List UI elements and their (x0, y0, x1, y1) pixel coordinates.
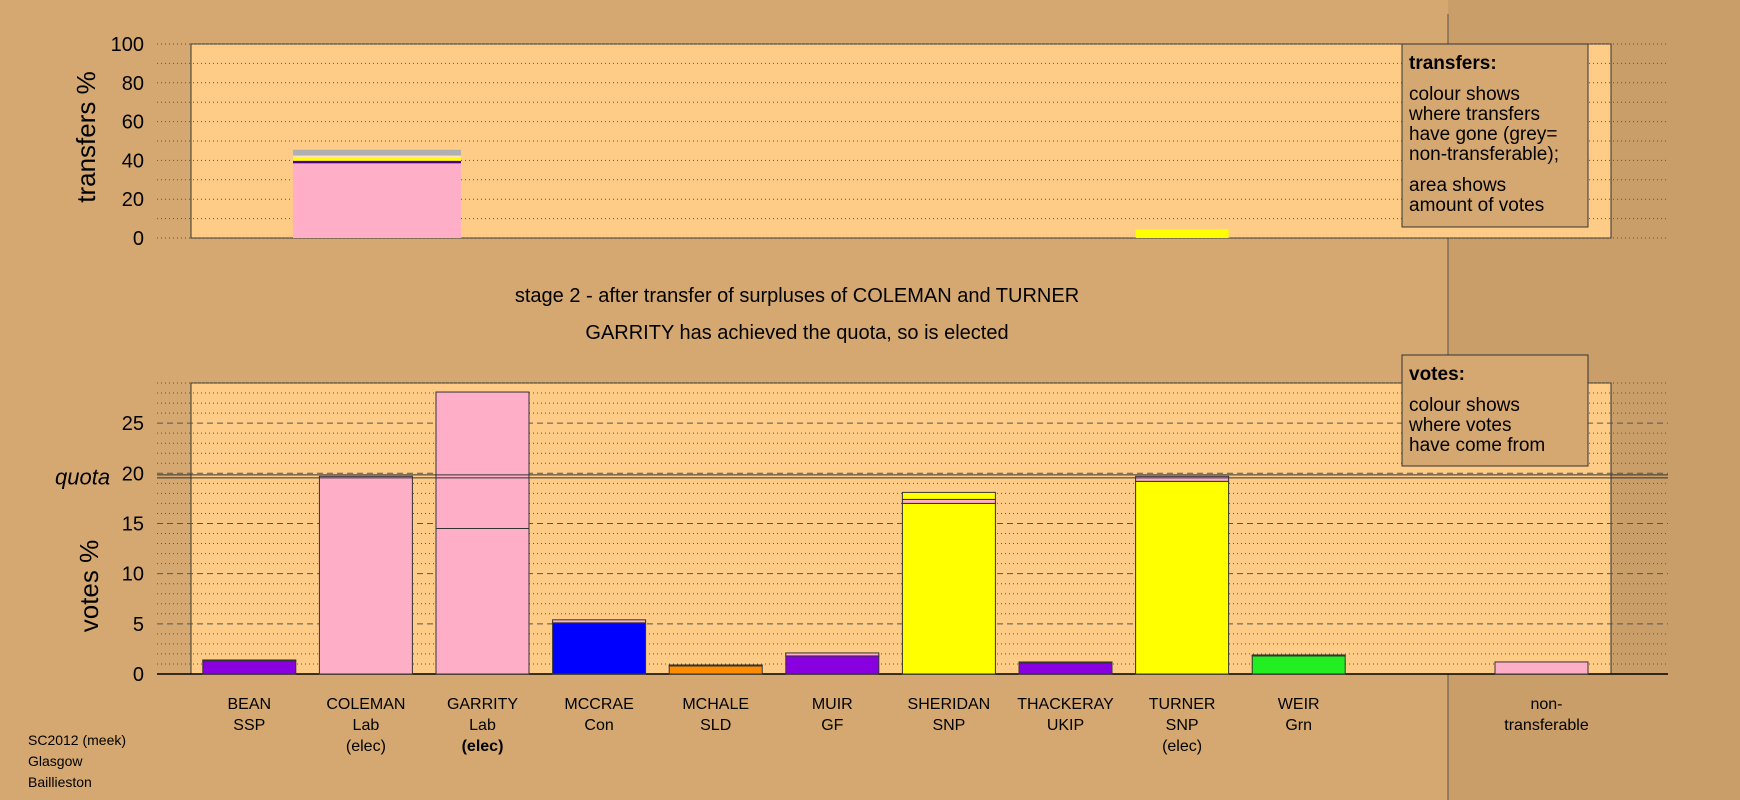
candidate-label: WEIR (1278, 696, 1320, 713)
candidate-label: GF (821, 717, 843, 734)
candidate-label: Lab (353, 717, 380, 734)
transfers-y-axis-label: transfers % (71, 71, 101, 203)
candidate-label: non- (1530, 696, 1562, 713)
candidate-label: MUIR (812, 696, 853, 713)
candidate-label: MCHALE (682, 696, 749, 713)
transfers-y-ticks: 0 20 40 60 80 100 (111, 34, 144, 250)
vote-bar-segment (785, 655, 880, 675)
votes-legend-line: where votes (1408, 415, 1511, 436)
vote-bar-segment (668, 664, 763, 667)
y-tick-label: 10 (122, 564, 144, 586)
candidate-label: SHERIDAN (908, 696, 991, 713)
vote-bar-segment (1018, 661, 1113, 664)
y-tick-label: 20 (122, 463, 144, 485)
footer-line: SC2012 (meek) (28, 732, 126, 748)
stage-subtitle: GARRITY has achieved the quota, so is el… (585, 322, 1008, 344)
candidate-label: TURNER (1149, 696, 1216, 713)
candidate-label: Con (584, 717, 613, 734)
candidate-label: Grn (1285, 717, 1312, 734)
transfers-legend-line: colour shows (1409, 84, 1520, 105)
stage-title: stage 2 - after transfer of surpluses of… (515, 285, 1079, 307)
vote-bar-segment (552, 619, 647, 624)
candidate-label: SNP (1166, 717, 1199, 734)
y-tick-label: 20 (122, 189, 144, 211)
y-tick-label: 0 (133, 228, 144, 250)
votes-y-axis-label: votes % (74, 540, 104, 633)
quota-line (157, 474, 1668, 479)
y-tick-label: 5 (133, 614, 144, 636)
votes-bars (202, 391, 1589, 675)
votes-y-ticks: 0 5 10 15 20 25 (122, 413, 144, 686)
candidate-label: BEAN (228, 696, 272, 713)
candidate-label: GARRITY (447, 696, 518, 713)
vote-bar-segment (1018, 662, 1113, 675)
transfer-bar-segment (293, 158, 461, 161)
vote-bar-segment (901, 498, 996, 504)
transfer-bar-segment (293, 160, 461, 164)
transfers-legend-line: where transfers (1408, 104, 1540, 125)
footer-line: Baillieston (28, 774, 92, 790)
footer-line: Glasgow (28, 753, 83, 769)
y-tick-label: 60 (122, 112, 144, 134)
y-tick-label: 40 (122, 150, 144, 172)
vote-bar-segment (901, 491, 996, 500)
votes-legend-heading: votes: (1409, 364, 1465, 385)
candidate-label: COLEMAN (326, 696, 405, 713)
transfer-bar-segment (1135, 229, 1229, 238)
y-tick-label: 15 (122, 513, 144, 535)
candidate-label: THACKERAY (1017, 696, 1114, 713)
vote-bar-segment (1251, 654, 1346, 657)
vote-bar-segment (318, 475, 413, 675)
candidate-labels: BEAN SSP COLEMAN Lab (elec) GARRITY Lab (elec) M… (228, 696, 1589, 755)
y-tick-label: 0 (133, 664, 144, 686)
y-tick-label: 25 (122, 413, 144, 435)
quota-label: quota (55, 464, 110, 489)
vote-bar-segment (668, 665, 763, 675)
vote-bar-segment (1494, 661, 1589, 675)
transfer-bar-segment (293, 149, 461, 156)
y-tick-label: 100 (111, 34, 144, 56)
candidate-label: (elec) (462, 738, 504, 755)
votes-legend (1401, 354, 1589, 467)
vote-bar-segment (552, 622, 647, 675)
transfers-legend (1401, 43, 1589, 228)
transfer-bar-segment (293, 155, 461, 159)
vote-bar-segment (1251, 655, 1346, 675)
votes-legend-line: colour shows (1409, 395, 1520, 416)
candidate-label: SLD (700, 717, 731, 734)
transfer-bar-segment (293, 163, 461, 238)
vote-bar-segment (1135, 475, 1230, 482)
vote-bar-segment (901, 502, 996, 675)
candidate-label: (elec) (1162, 738, 1202, 755)
candidate-label: Lab (469, 717, 496, 734)
candidate-label: MCCRAE (564, 696, 633, 713)
votes-plot-area (190, 382, 1612, 675)
transfers-bars (293, 149, 1229, 238)
transfers-legend-heading: transfers: (1409, 53, 1497, 74)
vote-bar-segment (435, 528, 530, 675)
candidate-label: UKIP (1047, 717, 1084, 734)
vote-bar-segment (202, 659, 297, 662)
candidate-label: (elec) (346, 738, 386, 755)
candidate-label: SNP (932, 717, 965, 734)
candidate-label: SSP (233, 717, 265, 734)
votes-legend-line: have come from (1409, 435, 1545, 456)
transfers-legend-line: amount of votes (1409, 195, 1544, 216)
vote-bar-segment (785, 652, 880, 657)
transfers-legend-line: non-transferable); (1409, 144, 1559, 165)
candidate-label: transferable (1504, 717, 1589, 734)
vote-bar-segment (202, 660, 297, 675)
transfers-legend-line: have gone (grey= (1409, 124, 1557, 145)
transfers-legend-line: area shows (1409, 175, 1506, 196)
vote-bar-segment (435, 391, 530, 529)
y-tick-label: 80 (122, 73, 144, 95)
vote-bar-segment (1135, 480, 1230, 675)
